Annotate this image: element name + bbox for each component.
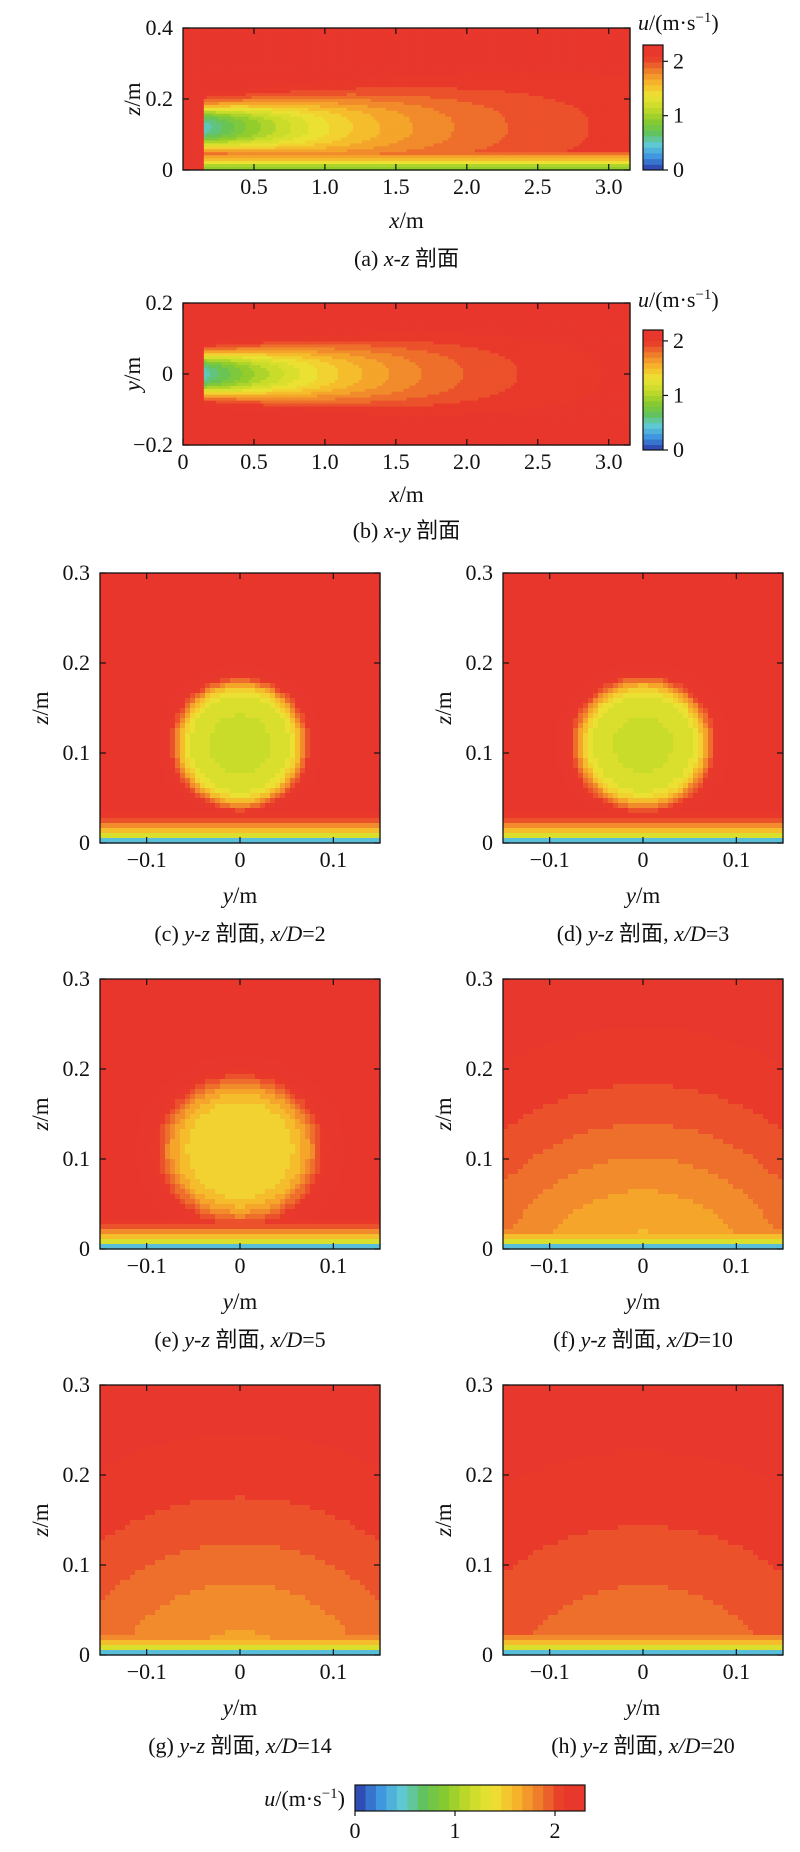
heatmap-a [183,28,631,171]
